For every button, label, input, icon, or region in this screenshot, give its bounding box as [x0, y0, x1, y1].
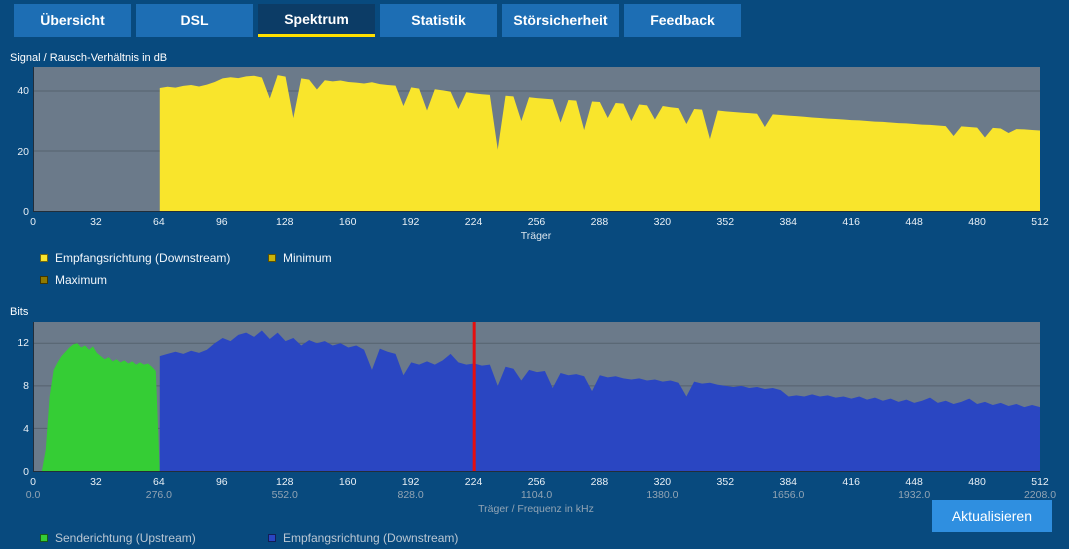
maximum-legend-marker [40, 276, 48, 284]
ytick-label: 4 [23, 423, 29, 436]
xtick-label: 224 [464, 476, 483, 488]
ytick-label: 8 [23, 380, 29, 393]
tab-feedback[interactable]: Feedback [624, 4, 741, 37]
xtick-label: 256 [527, 476, 546, 488]
xtick-label: 160 [338, 216, 357, 228]
tab-bar: Übersicht DSL Spektrum Statistik Störsic… [14, 4, 741, 37]
tab-stoersicherheit[interactable]: Störsicherheit [502, 4, 619, 37]
xtick-label: 64 [153, 216, 165, 228]
snr-legend: Empfangsrichtung (Downstream) Minimum Ma… [40, 247, 332, 291]
xtick-label: 0 [30, 216, 36, 228]
xtick-label: 320 [653, 476, 672, 488]
freqtick-label: 552.0 [271, 489, 298, 501]
freqtick-label: 1104.0 [520, 489, 553, 501]
xtick-label: 128 [275, 476, 294, 488]
xtick-label: 480 [968, 476, 986, 488]
downstream-bits-legend-marker [268, 534, 276, 542]
snr-x-axis-title: Träger [520, 230, 552, 242]
downstream-bits-legend-label: Empfangsrichtung (Downstream) [283, 531, 459, 545]
bits-legend: Senderichtung (Upstream) Empfangsrichtun… [40, 527, 458, 549]
xtick-label: 384 [779, 476, 798, 488]
bits-chart-title: Bits [10, 306, 29, 318]
xtick-label: 384 [779, 216, 798, 228]
bits-chart-plot [33, 322, 1040, 472]
bits-x-axis-title: Träger / Frequenz in kHz [478, 503, 594, 515]
xtick-label: 480 [968, 216, 986, 228]
downstream-snr-legend-marker [40, 254, 48, 262]
xtick-label: 448 [905, 216, 923, 228]
refresh-button[interactable]: Aktualisieren [931, 500, 1052, 532]
downstream-snr-legend-label: Empfangsrichtung (Downstream) [55, 251, 231, 265]
xtick-label: 96 [215, 476, 228, 488]
xtick-label: 224 [464, 216, 483, 228]
xtick-label: 352 [716, 476, 735, 488]
tab-uebersicht[interactable]: Übersicht [14, 4, 131, 37]
freqtick-label: 276.0 [145, 489, 173, 501]
xtick-label: 416 [842, 216, 860, 228]
upstream-bits-legend-marker [40, 534, 48, 542]
xtick-label: 448 [905, 476, 923, 488]
xtick-label: 96 [215, 216, 228, 228]
snr-chart-title: Signal / Rausch-Verhältnis in dB [10, 52, 168, 64]
freqtick-label: 828.0 [397, 489, 424, 501]
minimum-legend-marker [268, 254, 276, 262]
freqtick-label: 1380.0 [646, 489, 679, 501]
ytick-label: 40 [17, 85, 29, 98]
xtick-label: 160 [338, 476, 357, 488]
xtick-label: 352 [716, 216, 735, 228]
xtick-label: 416 [842, 476, 860, 488]
freqtick-label: 1932.0 [898, 489, 931, 501]
tab-dsl[interactable]: DSL [136, 4, 253, 37]
upstream-bits-legend-label: Senderichtung (Upstream) [55, 531, 196, 545]
snr-chart-plot [33, 67, 1040, 212]
xtick-label: 32 [90, 216, 102, 228]
tab-spektrum[interactable]: Spektrum [258, 4, 375, 37]
xtick-label: 64 [153, 476, 165, 488]
ytick-label: 20 [17, 145, 29, 158]
tab-statistik[interactable]: Statistik [380, 4, 497, 37]
maximum-legend-label: Maximum [55, 273, 108, 287]
xtick-label: 128 [275, 216, 294, 228]
ytick-label: 12 [17, 337, 29, 350]
xtick-label: 288 [590, 216, 609, 228]
minimum-legend-label: Minimum [283, 251, 332, 265]
xtick-label: 512 [1031, 476, 1049, 488]
xtick-label: 288 [590, 476, 609, 488]
freqtick-label: 1656.0 [772, 489, 805, 501]
xtick-label: 512 [1031, 216, 1049, 228]
xtick-label: 0 [30, 476, 36, 488]
ytick-label: 0 [23, 206, 29, 218]
xtick-label: 192 [401, 476, 420, 488]
xtick-label: 256 [527, 216, 546, 228]
xtick-label: 192 [401, 216, 420, 228]
ytick-label: 0 [23, 466, 29, 478]
xtick-label: 32 [90, 476, 102, 488]
xtick-label: 320 [653, 216, 672, 228]
freqtick-label: 0.0 [25, 489, 41, 501]
